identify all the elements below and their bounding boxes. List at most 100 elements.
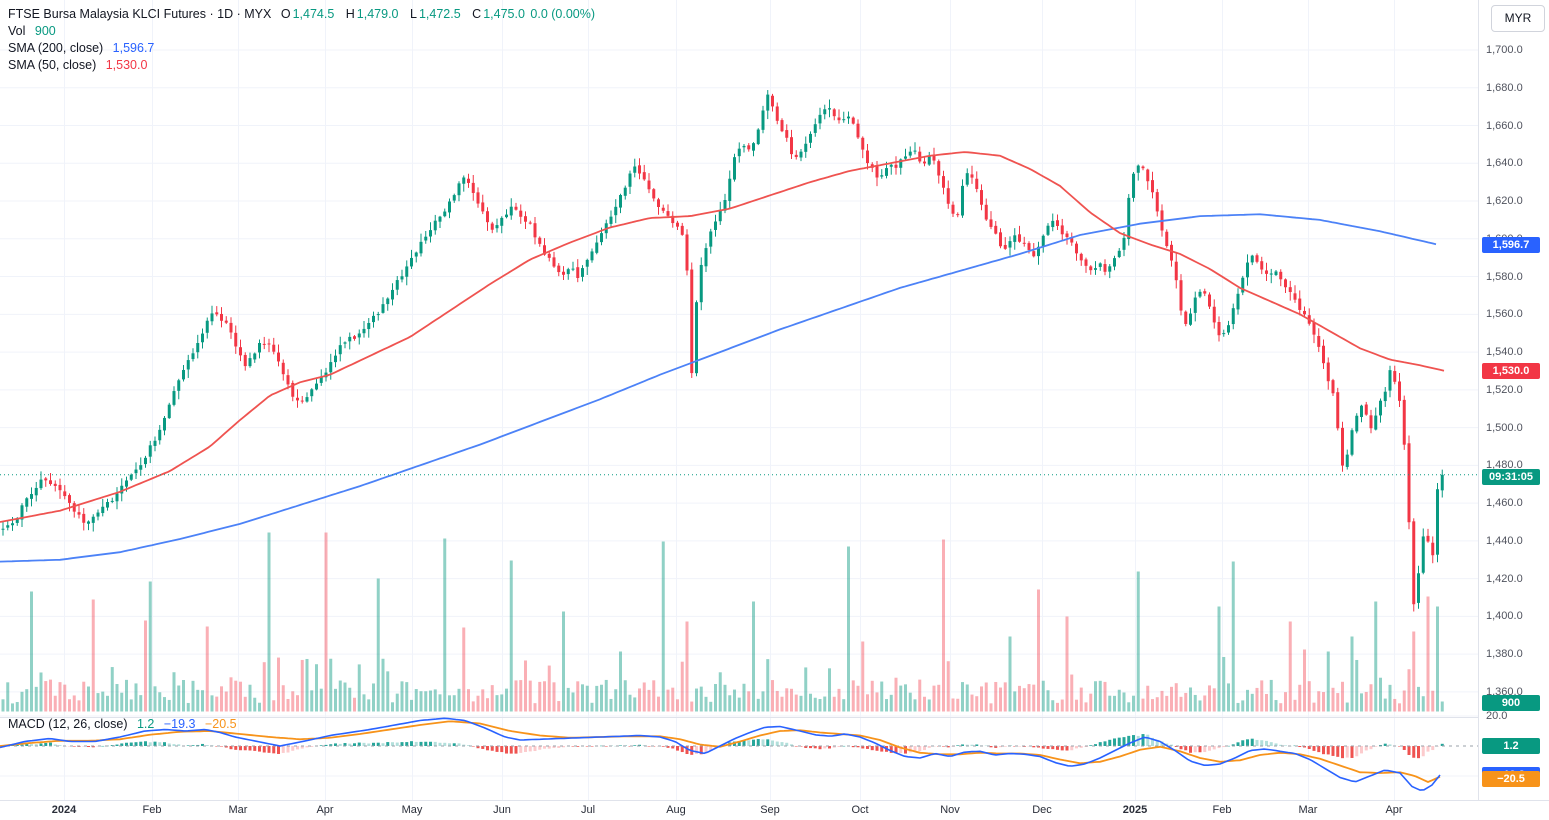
candle-body: [96, 512, 100, 517]
volume-bar: [923, 696, 926, 712]
macd-histogram-bar: [989, 746, 993, 748]
candle-body: [714, 221, 717, 230]
candle-body: [1402, 399, 1406, 445]
candle-body: [1222, 333, 1226, 335]
candle-body: [809, 133, 812, 143]
currency-toggle-button[interactable]: MYR: [1491, 5, 1545, 32]
macd-histogram-bar: [286, 746, 290, 753]
volume-bar: [1075, 699, 1078, 712]
macd-histogram-bar: [1360, 746, 1363, 754]
volume-bar: [894, 677, 898, 712]
candle-body: [519, 210, 523, 217]
volume-bar: [205, 626, 209, 712]
candle-body: [699, 264, 703, 303]
open-value: 1,474.5: [292, 7, 335, 21]
volume-bar: [96, 693, 100, 712]
macd-legend-row[interactable]: MACD (12, 26, close) 1.2 −19.3 −20.5: [8, 717, 243, 731]
time-axis-month-label: Jul: [580, 804, 596, 816]
volume-bar: [623, 680, 627, 712]
macd-histogram-bar: [604, 746, 608, 747]
candle-body: [946, 188, 950, 204]
candle-body: [1, 528, 5, 530]
volume-bar: [1431, 690, 1435, 712]
volume-bar: [1, 699, 5, 712]
candle-body: [585, 259, 589, 267]
volume-bar: [400, 681, 404, 712]
candle-body: [229, 322, 233, 333]
volume-bar: [101, 691, 105, 712]
macd-histogram-bar: [799, 746, 803, 747]
macd-histogram-bar: [367, 743, 371, 746]
volume-bar: [761, 691, 765, 712]
volume-bar: [1212, 688, 1216, 712]
macd-histogram-bar: [647, 746, 651, 747]
volume-bar: [1008, 636, 1012, 712]
symbol-legend-row[interactable]: FTSE Bursa Malaysia KLCI Futures · 1D · …: [8, 6, 597, 23]
candle-body: [291, 382, 295, 397]
macd-histogram-bar: [205, 745, 209, 746]
volume-bar: [1003, 682, 1007, 712]
volume-bar: [1326, 651, 1330, 712]
time-axis[interactable]: 2024 Feb Mar Apr May Jun Jul Aug Sep Oct Nov Dec 202…: [0, 800, 1549, 820]
candle-body: [300, 400, 304, 402]
macd-histogram-bar: [391, 742, 394, 746]
candle-body: [1189, 313, 1192, 325]
macd-histogram-bar: [1208, 746, 1211, 751]
candle-body: [704, 248, 708, 267]
candle-body: [1260, 261, 1264, 270]
volume-legend-row[interactable]: Vol 900: [8, 23, 597, 40]
macd-histogram-bar: [1407, 746, 1411, 755]
macd-histogram-bar: [1089, 745, 1093, 746]
macd-histogram-bar: [91, 746, 95, 748]
macd-histogram-bar: [1364, 746, 1368, 751]
candle-body: [505, 214, 508, 218]
candle-body: [186, 360, 190, 370]
candle-body: [395, 280, 399, 290]
candle-body: [737, 148, 741, 157]
volume-bar: [666, 689, 670, 712]
candle-body: [880, 175, 884, 177]
price-axis[interactable]: MYR 1,700.0 1,680.0 1,660.0 1,640.0 1,620.0 1…: [1478, 0, 1549, 800]
volume-bar: [1298, 684, 1302, 712]
volume-bar: [163, 697, 166, 712]
volume-bar: [581, 684, 584, 712]
candle-body: [196, 343, 200, 353]
macd-histogram-bar: [1440, 743, 1444, 746]
volume-bar: [885, 699, 888, 712]
candle-body: [961, 185, 964, 216]
candle-body: [87, 521, 90, 524]
volume-bar: [310, 690, 314, 712]
candle-body: [885, 168, 888, 176]
macd-histogram-bar: [913, 746, 917, 752]
candle-body: [362, 328, 366, 334]
volume-bar: [471, 701, 475, 712]
chart-canvas[interactable]: [0, 0, 1478, 800]
macd-histogram-bar: [1060, 746, 1064, 751]
candle-body: [281, 362, 285, 375]
volume-bar: [448, 695, 451, 712]
macd-histogram-bar: [153, 741, 157, 746]
candle-body: [357, 333, 361, 338]
macd-histogram-bar: [790, 744, 793, 746]
macd-histogram-bar: [471, 746, 475, 747]
time-axis-month-label: Apr: [316, 804, 334, 816]
candle-body: [609, 216, 613, 224]
volume-bar: [889, 694, 893, 712]
volume-bar: [671, 687, 675, 712]
candle-body: [1298, 298, 1302, 310]
candle-body: [1265, 270, 1268, 274]
macd-histogram-bar: [965, 744, 969, 746]
candle-body: [101, 506, 105, 514]
macd-histogram-bar: [1402, 746, 1406, 750]
volume-bar: [486, 698, 489, 712]
volume-bar: [1122, 692, 1126, 712]
volume-bar: [771, 680, 774, 712]
volume-bar: [918, 679, 922, 712]
sma200-legend-row[interactable]: SMA (200, close) 1,596.7: [8, 40, 597, 57]
sma50-legend-row[interactable]: SMA (50, close) 1,530.0: [8, 57, 597, 74]
candle-body: [813, 124, 817, 133]
candle-body: [177, 380, 181, 391]
chart-plot-area[interactable]: [0, 0, 1478, 800]
sma50-line: [0, 151, 1445, 523]
volume-bar: [30, 591, 33, 712]
